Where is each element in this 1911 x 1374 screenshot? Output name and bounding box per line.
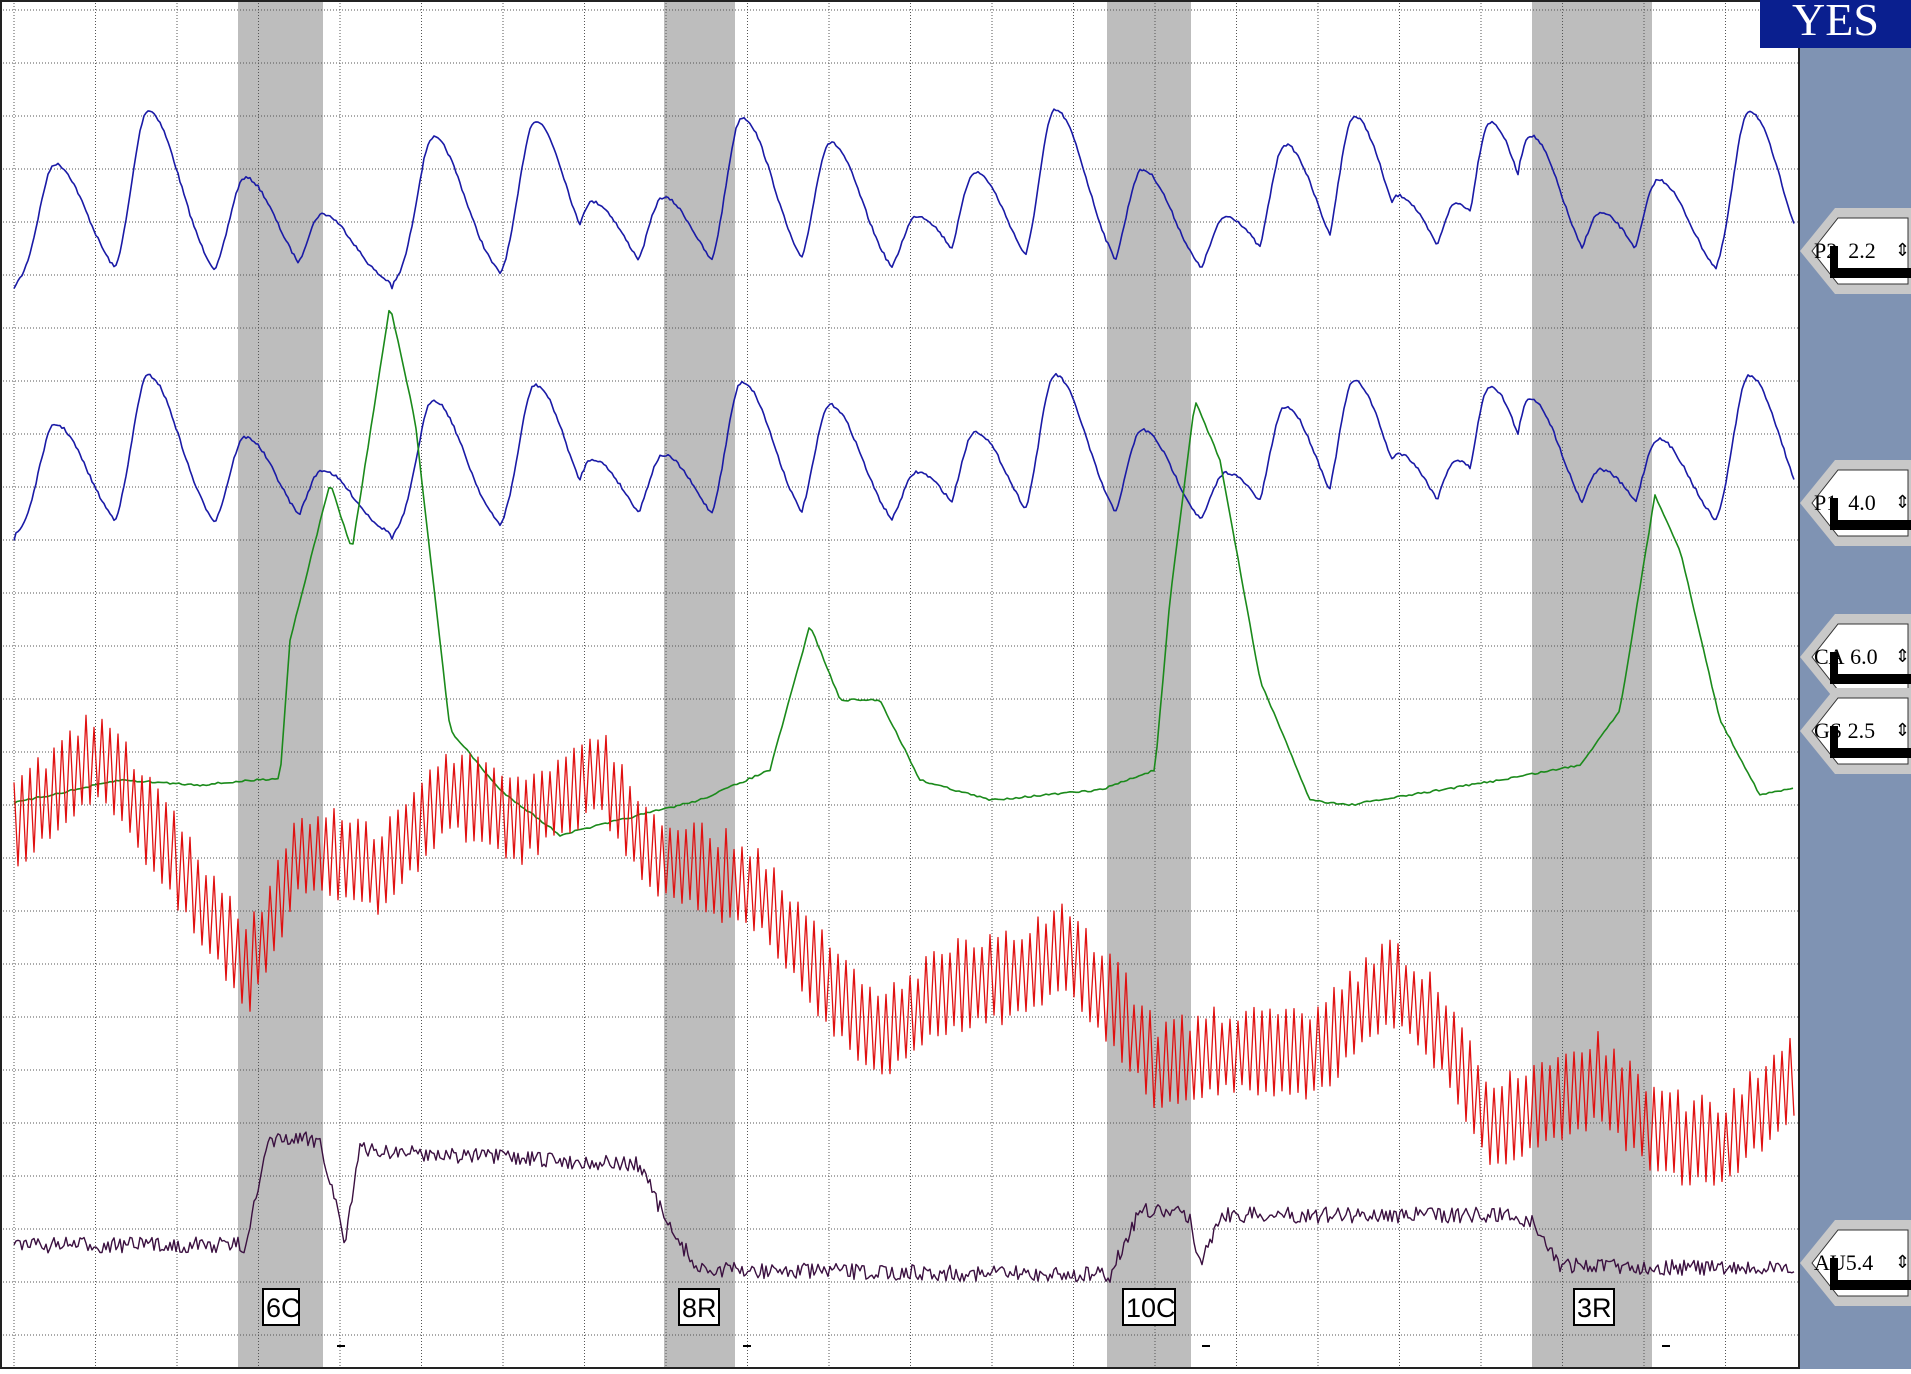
question-label-8r[interactable]: 8R: [678, 1288, 720, 1326]
channel-tag-p2[interactable]: P2 2.2 ⇕: [1800, 206, 1911, 296]
channel-pointer-icon: [1800, 1220, 1911, 1306]
channel-pointer-icon: [1800, 208, 1911, 294]
au-trace: [13, 1131, 1795, 1283]
channel-name: AU: [1814, 1250, 1846, 1275]
question-end-marker: [1202, 1345, 1210, 1347]
question-window: [1532, 0, 1652, 1369]
question-label-6c[interactable]: 6C: [262, 1288, 301, 1326]
channel-gain: 2.2: [1848, 238, 1876, 263]
channel-gain: 5.4: [1845, 1250, 1874, 1275]
updown-arrows-icon[interactable]: ⇕: [1895, 720, 1911, 741]
ca-trace: [13, 309, 1794, 837]
gs-trace: [13, 714, 1795, 1186]
channel-name: P2: [1814, 238, 1838, 263]
question-window: [664, 0, 735, 1369]
updown-arrows-icon[interactable]: ⇕: [1895, 240, 1911, 261]
chart-area: 6C 8R 10C 3R: [0, 0, 1800, 1369]
channel-pointer-icon: [1800, 688, 1911, 774]
channel-pointer-icon: [1800, 460, 1911, 546]
channel-gain: 4.0: [1848, 490, 1876, 515]
p1-trace: [13, 372, 1795, 541]
question-end-marker: [337, 1345, 345, 1347]
question-window: [238, 0, 323, 1369]
p2-trace: [13, 108, 1795, 290]
question-label-10c[interactable]: 10C: [1122, 1288, 1176, 1326]
channel-tag-ca[interactable]: CA 6.0 ⇕: [1800, 612, 1911, 702]
channel-name: GS: [1814, 718, 1843, 743]
question-window: [1107, 0, 1191, 1369]
grid: [0, 0, 1800, 1369]
chart-border: [0, 0, 1800, 1369]
channel-gain: 6.0: [1850, 644, 1878, 669]
verdict-badge: YES: [1760, 0, 1911, 48]
channel-name: CA: [1814, 644, 1845, 669]
channel-gain: 2.5: [1847, 718, 1876, 743]
channel-tag-au[interactable]: AU5.4 ⇕: [1800, 1218, 1911, 1308]
channel-pointer-icon: [1800, 614, 1911, 700]
question-label-3r[interactable]: 3R: [1573, 1288, 1615, 1326]
channel-name: P1: [1814, 490, 1838, 515]
channel-tag-gs[interactable]: GS 2.5 ⇕: [1800, 686, 1911, 776]
polygraph-chart: [0, 0, 1800, 1369]
updown-arrows-icon[interactable]: ⇕: [1895, 1252, 1911, 1273]
updown-arrows-icon[interactable]: ⇕: [1895, 492, 1911, 513]
channel-tag-p1[interactable]: P1 4.0 ⇕: [1800, 458, 1911, 548]
question-end-marker: [1662, 1345, 1670, 1347]
question-end-marker: [743, 1345, 751, 1347]
updown-arrows-icon[interactable]: ⇕: [1895, 646, 1911, 667]
